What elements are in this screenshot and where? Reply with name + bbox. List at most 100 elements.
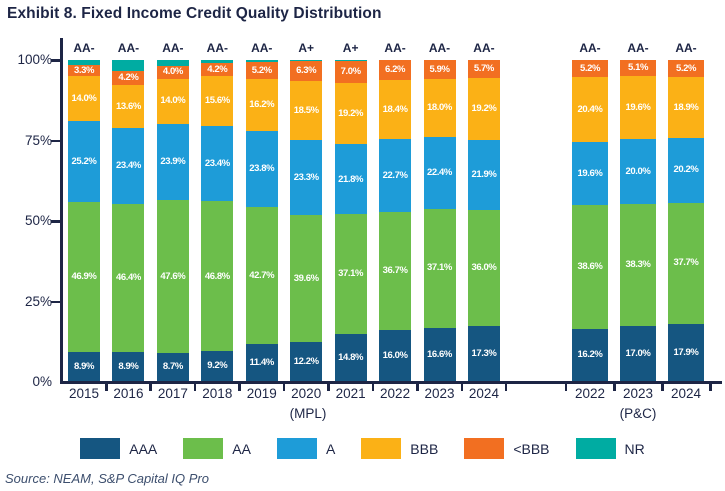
legend-label: <BBB <box>513 440 550 457</box>
segment-bbb: 18.4% <box>379 79 412 139</box>
y-tick-50 <box>51 220 60 223</box>
segment-value-label: 11.4% <box>249 356 275 368</box>
segment-aa: 47.6% <box>156 200 189 354</box>
legend-item-nr: NR <box>575 438 645 459</box>
segment-a: 23.9% <box>156 123 189 201</box>
segment-value-label: 39.6% <box>293 272 319 284</box>
segment-bbb: 14.0% <box>68 76 100 121</box>
portfolio-rating-label: A+ <box>298 41 315 55</box>
segment-value-label: 18.5% <box>293 104 319 116</box>
segment-value-label: 22.7% <box>382 169 408 181</box>
segment-value-label: 3.3% <box>73 65 95 77</box>
portfolio-rating-label: AA- <box>206 41 228 55</box>
segment-nr <box>68 60 100 66</box>
segment-bbb: 20.4% <box>572 76 608 143</box>
segment-value-label: 21.9% <box>471 169 497 181</box>
segment-value-label: 16.0% <box>382 349 408 361</box>
x-axis-year-label: 2016 <box>113 386 144 401</box>
segment-bbb: 13.6% <box>112 84 145 129</box>
legend-label: NR <box>624 440 645 457</box>
portfolio-rating-label: AA- <box>473 41 495 55</box>
x-axis-year-label: 2017 <box>157 386 188 401</box>
segment-bbb: 19.6% <box>620 76 656 140</box>
segment-value-label: 5.2% <box>579 62 601 74</box>
segment-value-label: 9.2% <box>207 360 228 372</box>
segment-a: 20.2% <box>668 137 704 203</box>
y-axis-label-50: 50% <box>24 213 52 228</box>
segment-value-label: 46.4% <box>115 272 141 284</box>
stacked-bar: AA- 16.2% 38.6% 19.6% 20.4% 5.2% 2022 <box>564 41 616 401</box>
legend-swatch-icon <box>276 438 317 459</box>
segment-bbb: 18.0% <box>423 78 456 137</box>
stacked-bar: A+ 12.2% 39.6% 23.3% 18.5% 6.3% 2020 <box>290 41 330 401</box>
segment-nr <box>112 60 145 72</box>
segment-value-label: 8.7% <box>162 361 183 373</box>
segment-value-label: 7.0% <box>340 65 361 77</box>
segment-value-label: 8.9% <box>73 360 95 372</box>
y-tick-75 <box>51 139 60 142</box>
y-tick-25 <box>51 300 60 303</box>
segment-aaa: 16.2% <box>572 329 608 381</box>
segment-value-label: 4.0% <box>162 66 183 78</box>
segment-value-label: 14.8% <box>338 351 364 363</box>
x-axis-year-label: 2022 <box>380 386 411 401</box>
segment-value-label: 19.6% <box>625 102 651 114</box>
segment-below-bbb: 5.2% <box>572 60 608 77</box>
segment-below-bbb: 4.2% <box>201 62 234 77</box>
portfolio-rating-label: AA- <box>73 41 95 55</box>
segment-value-label: 17.9% <box>673 346 699 358</box>
portfolio-rating-label: AA- <box>675 41 697 55</box>
stacked-bar: A+ 14.8% 37.1% 21.8% 19.2% 7.0% 2021 <box>334 41 375 401</box>
segment-value-label: 4.2% <box>207 63 228 75</box>
segment-value-label: 20.4% <box>577 103 603 115</box>
segment-aaa: 17.0% <box>620 326 656 381</box>
segment-value-label: 17.3% <box>471 347 497 359</box>
segment-a: 23.8% <box>245 130 278 208</box>
segment-aaa: 8.9% <box>112 352 145 381</box>
segment-a: 21.9% <box>467 139 500 211</box>
stacked-bar: AA- 16.6% 37.1% 22.4% 18.0% 5.9% 2023 <box>423 41 463 401</box>
segment-aa: 42.7% <box>245 207 278 345</box>
stacked-bar: AA- 9.2% 46.8% 23.4% 15.6% 4.2% 2018 <box>201 41 241 401</box>
segment-aa: 46.4% <box>112 203 145 353</box>
segment-a: 22.7% <box>379 138 412 212</box>
legend-item-below-bbb: <BBB <box>464 438 550 459</box>
x-axis-tick <box>238 383 241 391</box>
x-axis-year-label: 2015 <box>68 386 100 401</box>
segment-value-label: 12.2% <box>293 355 319 367</box>
x-axis-tick <box>105 383 108 391</box>
segment-below-bbb: 5.9% <box>423 60 456 79</box>
segment-a: 23.3% <box>290 139 323 215</box>
segment-value-label: 23.3% <box>293 171 319 183</box>
segment-value-label: 37.1% <box>427 262 452 274</box>
segment-aa: 46.9% <box>68 201 100 353</box>
segment-value-label: 13.6% <box>115 100 141 112</box>
segment-below-bbb: 6.3% <box>290 60 323 81</box>
portfolio-rating-label: AA- <box>627 41 649 55</box>
segment-aaa: 11.4% <box>245 344 278 381</box>
segment-value-label: 38.6% <box>577 261 603 273</box>
legend-label: AAA <box>129 440 158 457</box>
segment-value-label: 5.1% <box>627 62 649 74</box>
segment-value-label: 19.6% <box>577 167 603 179</box>
y-tick-100 <box>51 59 60 62</box>
segment-aa: 36.0% <box>467 210 500 326</box>
segment-value-label: 16.2% <box>249 99 275 111</box>
segment-nr <box>245 60 278 63</box>
segment-bbb: 19.2% <box>467 78 500 140</box>
x-axis-tick <box>193 383 197 391</box>
x-axis-tick <box>709 383 712 391</box>
segment-value-label: 37.7% <box>673 257 699 269</box>
y-axis-line <box>60 38 63 384</box>
y-axis-label-100: 100% <box>17 52 52 67</box>
legend-label: A <box>325 440 336 457</box>
stacked-bar: AA- 17.3% 36.0% 21.9% 19.2% 5.7% 2024 <box>467 41 508 401</box>
x-axis-tick <box>460 383 463 391</box>
x-axis-year-label: 2023 <box>424 386 455 401</box>
segment-aaa: 16.0% <box>379 329 412 381</box>
segment-below-bbb: 4.0% <box>156 65 189 79</box>
x-axis-tick <box>371 383 375 391</box>
segment-value-label: 23.9% <box>160 156 186 168</box>
bar-group-mpl: AA- 8.9% 46.9% 25.2% 14.0% 3.3% 2015 AA- 8.9% 46.… <box>68 41 508 421</box>
